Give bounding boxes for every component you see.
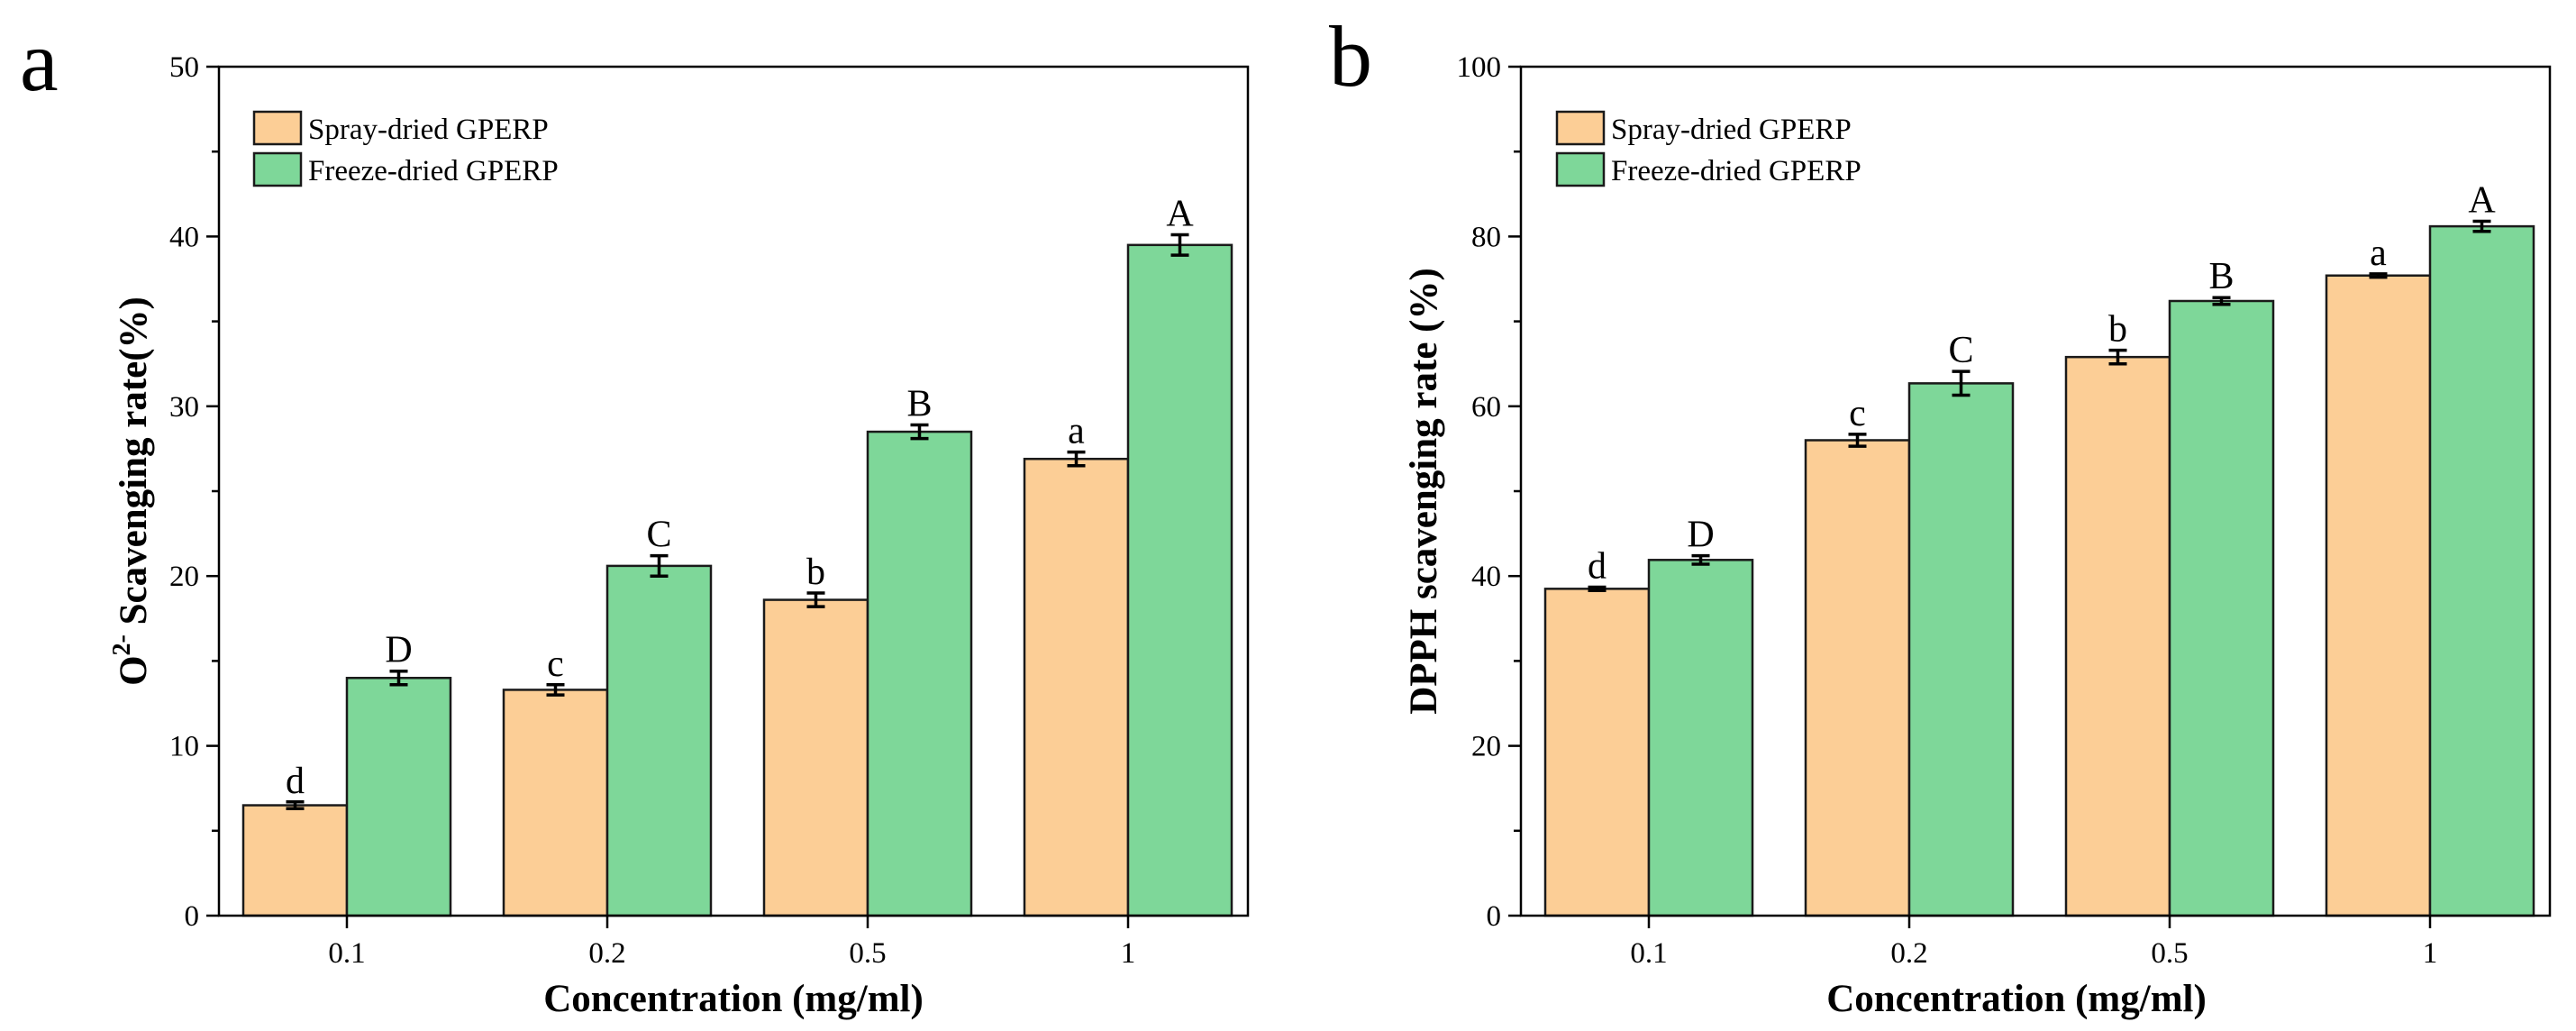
legend-label-freeze: Freeze-dried GPERP: [308, 155, 559, 187]
panel-a-y-axis-title: O2- Scavenging rate(%): [108, 297, 155, 686]
x-tick-label: 1: [2423, 937, 2438, 970]
significance-label: d: [286, 761, 305, 802]
y-tick-label: 50: [169, 51, 199, 84]
y-title-superscript: 2-: [108, 634, 136, 655]
significance-label: d: [1588, 545, 1607, 587]
x-tick-label: 0.5: [2151, 937, 2188, 970]
y-tick-label: 30: [169, 391, 199, 424]
bar-freeze-1: [2428, 224, 2535, 917]
significance-label: A: [2468, 179, 2496, 221]
legend-swatch-freeze: [1555, 151, 1606, 187]
y-tick-label: 10: [169, 731, 199, 763]
bar-freeze-0.5: [2168, 299, 2275, 917]
panel-b-y-axis: 0 20 40 60 80 100: [1457, 51, 1521, 933]
panel-a-letter: a: [20, 13, 59, 109]
x-tick-label: 0.1: [1630, 937, 1667, 970]
x-tick-label: 0.5: [849, 937, 886, 970]
bar-spray-1: [2325, 274, 2432, 917]
bar-freeze-0.1: [345, 676, 452, 917]
legend-label-spray: Spray-dried GPERP: [1611, 114, 1852, 146]
bar-freeze-0.2: [605, 564, 713, 917]
bar-freeze-0.2: [1907, 382, 2015, 917]
panel-b-letter: b: [1329, 8, 1372, 105]
y-tick-label: 80: [1471, 221, 1501, 253]
y-title-base: O: [113, 655, 155, 685]
y-tick-label: 60: [1471, 391, 1501, 424]
panel-b-x-axis-title: Concentration (mg/ml): [1826, 978, 2207, 1020]
panel-b-x-axis: 0.1 0.2 0.5 1: [1630, 916, 2437, 970]
panel-a-x-axis: 0.1 0.2 0.5 1: [328, 916, 1135, 970]
x-tick-label: 0.1: [328, 937, 365, 970]
y-tick-label: 20: [169, 561, 199, 593]
legend-swatch-spray: [252, 110, 303, 146]
panel-a-bars: d D c Cb Ba A: [241, 194, 1233, 917]
significance-label: A: [1166, 194, 1194, 235]
y-tick-label: 0: [1487, 900, 1502, 933]
significance-label: B: [906, 384, 932, 425]
bar-spray-1: [1023, 457, 1130, 917]
significance-label: B: [2208, 256, 2234, 297]
panel-b-y-axis-title: DPPH scavenging rate (%): [1403, 268, 1445, 715]
significance-label: D: [1687, 515, 1714, 556]
panel-a-y-axis: 0 10 20 30 40 50: [169, 51, 219, 933]
bar-freeze-0.5: [866, 430, 973, 917]
y-tick-label: 100: [1457, 51, 1502, 84]
significance-label: b: [806, 552, 825, 593]
bar-freeze-1: [1126, 243, 1233, 917]
y-tick-label: 0: [185, 900, 200, 933]
panel-a-legend: Spray-dried GPERP Freeze-dried GPERP: [252, 110, 559, 187]
bar-spray-0.2: [502, 689, 609, 917]
significance-label: a: [1068, 411, 1085, 452]
panel-a: a d D c Cb Ba A 0 10 20 30 40 50 0.1 0.2 0.5 1 Spray-…: [20, 13, 1250, 1020]
x-tick-label: 0.2: [588, 937, 625, 970]
y-tick-label: 40: [1471, 561, 1501, 593]
bar-freeze-0.1: [1647, 559, 1754, 917]
bar-spray-0.1: [241, 804, 349, 917]
significance-label: a: [2370, 233, 2387, 274]
x-tick-label: 1: [1121, 937, 1136, 970]
y-tick-label: 40: [169, 221, 199, 253]
panel-b: b d Dc Cb Ba A 0 20 40 60 80 100 0.1 0.2 0.5 1 Spray…: [1329, 8, 2552, 1020]
significance-label: c: [1849, 393, 1866, 434]
x-tick-label: 0.2: [1890, 937, 1927, 970]
panel-a-x-axis-title: Concentration (mg/ml): [543, 978, 924, 1020]
bar-spray-0.2: [1804, 439, 1911, 917]
significance-label: C: [646, 515, 671, 556]
significance-label: C: [1948, 330, 1973, 371]
significance-label: c: [547, 643, 564, 685]
legend-swatch-spray: [1555, 110, 1606, 146]
bar-spray-0.5: [762, 598, 869, 917]
panel-b-legend: Spray-dried GPERP Freeze-dried GPERP: [1555, 110, 1861, 187]
y-tick-label: 20: [1471, 731, 1501, 763]
legend-swatch-freeze: [252, 151, 303, 187]
panel-b-bars: d Dc Cb Ba A: [1543, 179, 2535, 917]
bar-spray-0.5: [2064, 355, 2171, 917]
y-title-rest: Scavenging rate(%): [113, 297, 155, 634]
significance-label: D: [385, 630, 412, 671]
bar-spray-0.1: [1543, 588, 1651, 917]
legend-label-spray: Spray-dried GPERP: [308, 114, 549, 146]
significance-label: b: [2108, 309, 2127, 351]
legend-label-freeze: Freeze-dried GPERP: [1611, 155, 1861, 187]
